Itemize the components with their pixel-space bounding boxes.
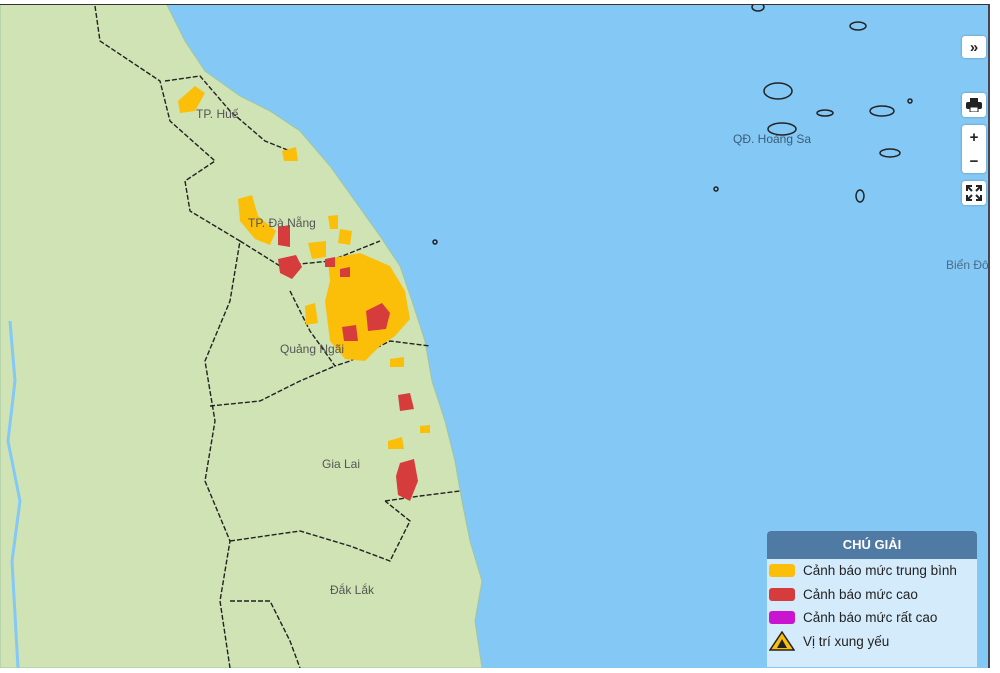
legend-label: Cảnh báo mức cao bbox=[803, 586, 918, 602]
alert-medium-area bbox=[390, 357, 404, 367]
label-dak-lak: Đắk Lắk bbox=[330, 583, 375, 597]
alert-high-area bbox=[366, 303, 390, 331]
land bbox=[0, 0, 483, 669]
province-borders bbox=[94, 5, 461, 669]
fullscreen-icon bbox=[966, 185, 982, 201]
label-quang-ngai: Quảng Ngãi bbox=[280, 342, 345, 356]
legend-swatch bbox=[769, 611, 795, 625]
legend-item-vulnerable: Vị trí xung yếu bbox=[767, 630, 977, 654]
alert-high-area bbox=[278, 255, 302, 279]
zoom-out-button[interactable]: − bbox=[969, 152, 979, 170]
legend: CHÚ GIẢI Cảnh báo mức trung bình Cảnh bá… bbox=[767, 531, 977, 667]
label-hoang-sa: QĐ. Hoàng Sa bbox=[733, 132, 812, 146]
print-button[interactable] bbox=[962, 93, 986, 117]
alert-high-area bbox=[396, 459, 418, 501]
zoom-control: + − bbox=[962, 125, 986, 173]
expand-panel-button[interactable]: » bbox=[962, 36, 986, 58]
alert-high-area bbox=[398, 393, 414, 411]
label-danang: TP. Đà Nẵng bbox=[248, 216, 316, 230]
hoang-sa-islands bbox=[432, 2, 913, 245]
label-bien-dong: Biển Đô bbox=[946, 258, 989, 272]
label-gia-lai: Gia Lai bbox=[322, 457, 361, 471]
legend-swatch bbox=[769, 564, 795, 578]
alert-high-area bbox=[278, 225, 290, 247]
alert-high-areas bbox=[278, 225, 418, 501]
alert-medium-area bbox=[338, 229, 352, 245]
alert-medium-area bbox=[308, 241, 326, 259]
printer-icon bbox=[966, 98, 982, 112]
alert-medium-area bbox=[305, 303, 318, 325]
legend-item-medium: Cảnh báo mức trung bình bbox=[767, 559, 977, 583]
legend-item-high: Cảnh báo mức cao bbox=[767, 583, 977, 607]
river bbox=[6, 320, 22, 669]
alert-medium-area bbox=[178, 86, 205, 113]
alert-medium-area bbox=[420, 425, 430, 433]
alert-medium-area bbox=[238, 195, 276, 245]
legend-item-very-high: Cảnh báo mức rất cao bbox=[767, 606, 977, 630]
legend-label: Cảnh báo mức rất cao bbox=[803, 610, 938, 626]
legend-swatch bbox=[769, 587, 795, 601]
legend-title: CHÚ GIẢI bbox=[767, 531, 977, 559]
fullscreen-button[interactable] bbox=[962, 181, 986, 205]
alert-high-area bbox=[342, 325, 358, 341]
label-hue: TP. Huế bbox=[196, 107, 239, 121]
landslide-warning-icon bbox=[769, 631, 795, 651]
alert-high-area bbox=[340, 267, 350, 277]
legend-label: Cảnh báo mức trung bình bbox=[803, 563, 957, 579]
zoom-in-button[interactable]: + bbox=[969, 128, 979, 146]
alert-medium-area bbox=[388, 437, 404, 449]
legend-label: Vị trí xung yếu bbox=[803, 633, 890, 649]
alert-medium-area bbox=[282, 147, 298, 161]
alert-high-area bbox=[325, 257, 335, 267]
alert-medium-area bbox=[328, 215, 338, 229]
